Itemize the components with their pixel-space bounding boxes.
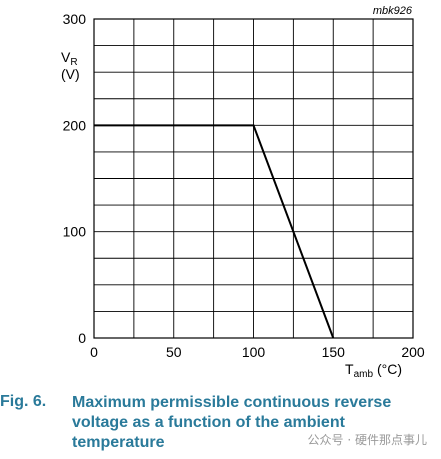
figure-number: Fig. 6. — [0, 393, 47, 410]
series-group — [94, 124, 335, 339]
y-axis-label: VR — [61, 49, 78, 68]
chart: 0 50 100 150 200 0 100 200 300 mbk926 VR (V) Ta… — [61, 5, 425, 380]
watermark: 公众号 · 硬件那点事儿 — [307, 433, 427, 447]
x-axis-label: Tamb (°C) — [345, 361, 402, 380]
x-tick-label: 100 — [242, 344, 266, 360]
plot-frame — [93, 18, 414, 339]
y-tick-label: 200 — [63, 117, 87, 133]
y-tick-label: 300 — [63, 11, 87, 27]
y-tick-label: 100 — [63, 224, 87, 240]
y-tick-labels: 0 100 200 300 — [63, 11, 87, 346]
x-axis-label-sub: amb — [354, 369, 374, 380]
x-tick-label: 200 — [401, 344, 425, 360]
y-axis-label-sub: R — [70, 57, 77, 68]
figure-id: mbk926 — [373, 5, 413, 17]
y-tick-label: 0 — [78, 330, 86, 346]
figure-caption: Maximum permissible continuous reverse v… — [72, 394, 392, 451]
series-line — [94, 124, 335, 339]
y-axis-label-main: V — [61, 49, 71, 65]
x-tick-label: 50 — [166, 344, 182, 360]
y-axis-unit: (V) — [61, 66, 80, 82]
x-axis-label-main: T — [345, 361, 354, 377]
grid — [94, 19, 413, 338]
x-axis-label-unit: (°C) — [377, 361, 402, 377]
x-tick-label: 150 — [322, 344, 346, 360]
x-tick-label: 0 — [90, 344, 98, 360]
x-tick-labels: 0 50 100 150 200 — [90, 344, 425, 360]
